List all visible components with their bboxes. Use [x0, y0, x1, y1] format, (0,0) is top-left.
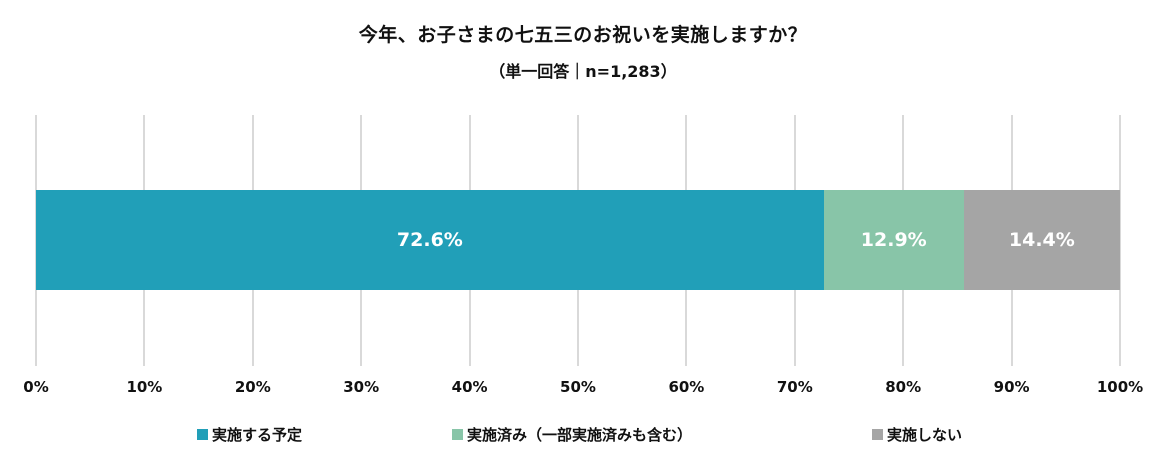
legend-swatch	[197, 429, 208, 440]
x-tick-label: 40%	[451, 378, 488, 396]
x-tick-label: 50%	[560, 378, 596, 396]
legend-item-not-planned: 実施しない	[872, 424, 962, 445]
plot-area: 72.6% 12.9% 14.4%	[35, 115, 1121, 366]
x-axis: 0% 10% 20% 30% 40% 50% 60% 70% 80% 90% 1…	[23, 378, 1143, 402]
x-tick-label: 30%	[343, 378, 380, 396]
chart-subtitle: （単一回答｜n=1,283）	[489, 62, 677, 81]
legend: 実施する予定 実施済み（一部実施済みも含む） 実施しない	[0, 424, 1166, 444]
x-tick-label: 70%	[776, 378, 813, 396]
segment-label: 14.4%	[1008, 229, 1075, 251]
legend-item-done: 実施済み（一部実施済みも含む）	[452, 424, 692, 445]
x-tick-label: 0%	[23, 378, 49, 396]
stacked-bar: 72.6% 12.9% 14.4%	[36, 190, 1120, 290]
x-tick-label: 100%	[1096, 378, 1144, 396]
x-tick-label: 20%	[234, 378, 271, 396]
x-tick-label: 90%	[993, 378, 1030, 396]
legend-item-planned: 実施する予定	[197, 424, 302, 445]
legend-label: 実施する予定	[212, 426, 303, 444]
legend-label: 実施済み（一部実施済みも含む）	[467, 426, 693, 444]
legend-swatch	[872, 429, 883, 440]
x-tick-label: 10%	[126, 378, 163, 396]
x-tick-label: 80%	[885, 378, 922, 396]
legend-label: 実施しない	[887, 426, 963, 444]
x-tick-label: 60%	[668, 378, 705, 396]
segment-label: 72.6%	[396, 229, 463, 251]
bar-segment-planned: 72.6%	[36, 190, 824, 290]
segment-label: 12.9%	[860, 229, 927, 251]
legend-swatch	[452, 429, 463, 440]
chart-title: 今年、お子さまの七五三のお祝いを実施しますか？	[358, 24, 808, 46]
bar-segment-done: 12.9%	[823, 190, 964, 290]
bar-segment-not-planned: 14.4%	[963, 190, 1120, 290]
gridline	[1119, 115, 1121, 366]
